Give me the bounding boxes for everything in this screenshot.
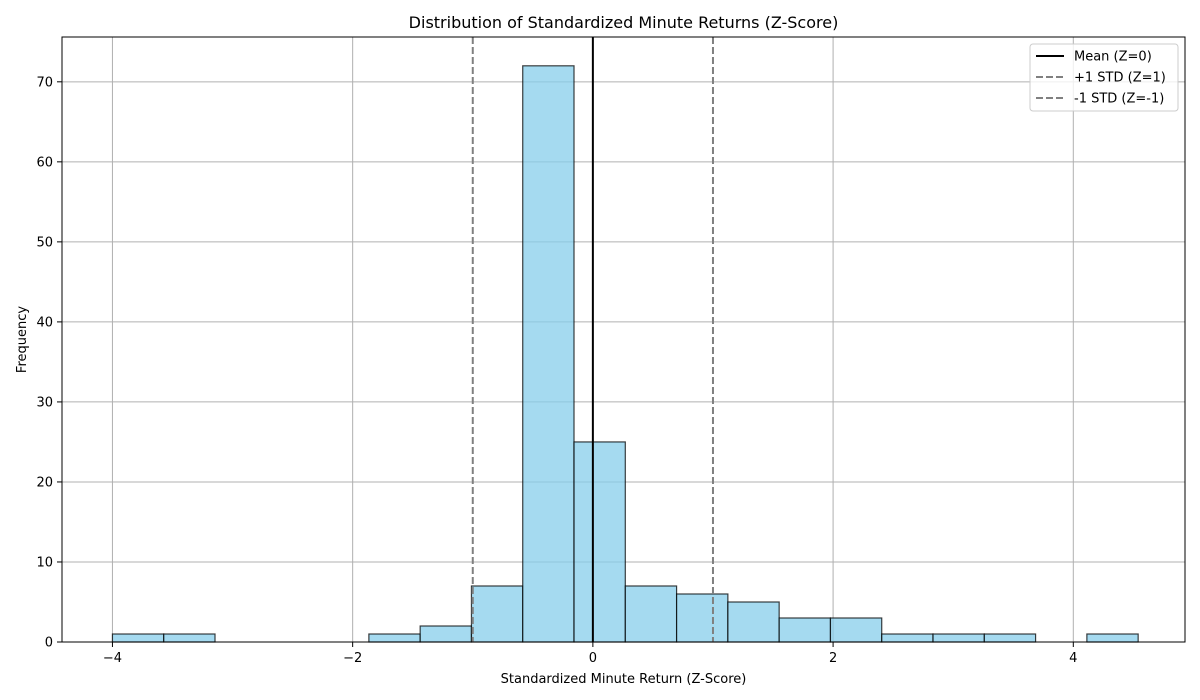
histogram-bar — [829, 617, 883, 643]
y-tick-label: 0 — [45, 636, 53, 651]
histogram-bar — [727, 601, 780, 643]
x-tick-label: 2 — [829, 651, 837, 666]
x-tick-label: 4 — [1069, 651, 1077, 666]
histogram-bar — [573, 441, 626, 643]
histogram-bar — [675, 593, 729, 643]
histogram-bar — [368, 633, 421, 643]
histogram-bars — [111, 65, 1139, 643]
reference-lines — [471, 37, 714, 642]
y-tick-label: 20 — [36, 475, 53, 490]
legend-box — [1029, 43, 1179, 112]
histogram-bar — [522, 65, 575, 643]
histogram-bar — [932, 633, 985, 643]
legend-entry: +1 STD (Z=1) — [1036, 71, 1166, 86]
legend: Mean (Z=0) +1 STD (Z=1) -1 STD (Z=-1) — [1029, 43, 1179, 112]
plot-frame — [61, 36, 1186, 643]
histogram-bar — [881, 633, 934, 643]
y-tick-label: 60 — [36, 155, 53, 170]
y-tick-label: 70 — [36, 75, 53, 90]
x-tick-label: −4 — [103, 651, 122, 666]
x-tick-label: −2 — [343, 651, 362, 666]
histogram-bar — [1086, 633, 1139, 643]
legend-label: -1 STD (Z=-1) — [1074, 92, 1164, 107]
x-axis-label: Standardized Minute Return (Z-Score) — [501, 672, 747, 687]
y-axis-ticks: 0 10 20 30 40 50 60 70 — [36, 75, 62, 651]
legend-entry: Mean (Z=0) — [1036, 50, 1152, 65]
histogram-bar — [419, 625, 473, 643]
x-tick-label: 0 — [589, 651, 597, 666]
y-tick-label: 10 — [36, 555, 53, 570]
histogram-bar — [624, 585, 678, 643]
histogram-bar — [983, 633, 1037, 643]
y-tick-label: 50 — [36, 235, 53, 250]
legend-entry: -1 STD (Z=-1) — [1036, 92, 1164, 107]
y-tick-label: 40 — [36, 315, 53, 330]
histogram-bar — [163, 633, 216, 643]
histogram-bar — [470, 585, 524, 643]
histogram-bar — [778, 617, 832, 643]
x-axis-ticks: −4 −2 0 2 4 — [103, 642, 1077, 666]
legend-label: Mean (Z=0) — [1074, 50, 1152, 65]
histogram-bar — [111, 633, 165, 643]
y-tick-label: 30 — [36, 395, 53, 410]
legend-label: +1 STD (Z=1) — [1074, 71, 1166, 86]
y-axis-label: Frequency — [15, 306, 30, 373]
chart-title: Distribution of Standardized Minute Retu… — [409, 13, 839, 32]
